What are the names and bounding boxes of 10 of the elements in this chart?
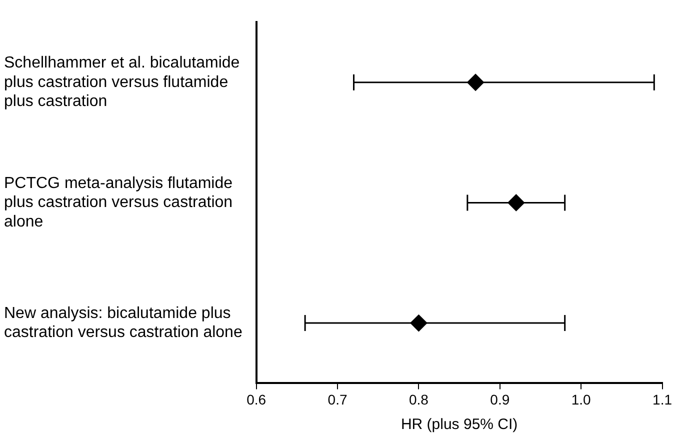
y-tick-label: PCTCG meta-analysis flutamide plus castration versus castration alone [4, 174, 233, 230]
x-axis-title: HR (plus 95% CI) [400, 416, 518, 434]
x-tick-label: 0.7 [328, 391, 348, 408]
x-tick-label: 1.1 [652, 391, 672, 408]
x-tick-label: 0.6 [246, 391, 266, 408]
y-tick-label: New analysis: bicalutamide plus castration versus castration alone [4, 304, 242, 342]
y-tick-label: Schellhammer et al. bicalutamide plus castration versus flutamide plus castration [4, 54, 240, 110]
x-tick-label: 0.9 [490, 391, 510, 408]
x-tick-label: 0.8 [408, 391, 429, 408]
x-tick-label: 1.0 [571, 391, 592, 408]
